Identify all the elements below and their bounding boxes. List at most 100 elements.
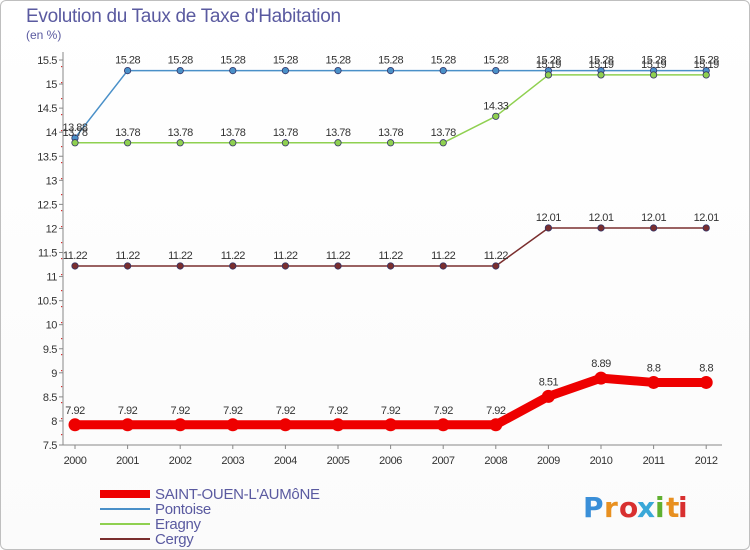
data-label: 15.28 [378, 55, 403, 67]
legend-label: SAINT-OUEN-L'AUMôNE [155, 486, 320, 503]
logo-letter: r [604, 491, 618, 524]
data-label: 13.78 [325, 127, 350, 139]
data-label: 13.78 [431, 127, 456, 139]
data-label: 11.22 [484, 250, 509, 262]
y-axis-dot [61, 242, 63, 244]
x-tick-label: 2002 [169, 455, 192, 467]
data-label: 11.22 [273, 250, 298, 262]
y-axis-dot [61, 402, 63, 404]
data-label: 15.19 [694, 59, 719, 71]
data-label: 12.01 [694, 212, 719, 224]
data-point [281, 66, 289, 75]
data-point [544, 224, 553, 232]
data-point [489, 418, 503, 432]
x-tick-label: 2008 [484, 455, 507, 467]
y-axis-dot [61, 194, 63, 196]
y-tick-label: 9 [51, 368, 57, 380]
data-point [702, 224, 710, 232]
data-point [176, 66, 184, 75]
y-axis-dot [61, 146, 63, 148]
data-point [173, 418, 187, 432]
logo-letter: i [655, 491, 665, 524]
y-axis-dot [61, 178, 63, 180]
data-point [68, 418, 82, 432]
data-label: 13.78 [273, 127, 298, 139]
data-point [281, 139, 289, 147]
data-point [71, 139, 79, 147]
y-tick-label: 12 [46, 223, 58, 235]
data-label: 15.28 [431, 55, 456, 67]
y-axis-dot [61, 66, 63, 68]
data-point [649, 224, 658, 232]
data-label: 12.01 [641, 212, 666, 224]
x-tick-label: 2011 [643, 455, 665, 467]
y-axis-dot [61, 98, 63, 100]
data-point [281, 262, 289, 270]
data-label: 7.92 [65, 405, 85, 417]
data-point [436, 418, 450, 432]
data-label: 15.28 [220, 55, 245, 67]
series-line [70, 373, 711, 430]
data-point [334, 262, 342, 270]
data-label: 13.78 [115, 127, 140, 139]
data-point [124, 66, 132, 75]
y-axis-dot [61, 434, 63, 436]
x-tick-label: 2009 [537, 455, 560, 467]
x-tick-label: 2010 [590, 455, 613, 467]
data-point [492, 66, 500, 75]
data-label: 7.92 [276, 405, 296, 417]
data-label: 7.92 [486, 405, 506, 417]
data-label: 7.92 [433, 405, 453, 417]
data-label: 15.19 [641, 59, 666, 71]
data-label: 11.22 [63, 250, 88, 262]
data-label: 15.19 [588, 59, 613, 71]
y-axis-dot [61, 162, 63, 164]
x-tick-label: 2012 [695, 455, 718, 467]
data-label: 12.01 [588, 212, 613, 224]
data-label: 15.28 [536, 55, 561, 67]
data-point [594, 371, 608, 385]
data-label: 13.78 [378, 127, 403, 139]
data-label: 11.22 [326, 250, 351, 262]
data-label: 13.78 [168, 127, 193, 139]
x-tick-label: 2004 [274, 455, 297, 467]
data-point [492, 262, 500, 270]
data-label: 8.51 [539, 376, 559, 388]
y-tick-label: 11 [46, 272, 57, 284]
data-point [121, 418, 135, 432]
data-label: 13.78 [220, 127, 245, 139]
y-axis-dot [61, 82, 63, 84]
y-axis-dot [61, 386, 63, 388]
data-point [384, 418, 398, 432]
data-label: 11.22 [168, 250, 193, 262]
y-axis-dot [61, 338, 63, 340]
y-tick-label: 13 [46, 175, 58, 187]
data-label: 15.28 [588, 55, 613, 67]
data-point [229, 66, 237, 75]
data-label: 7.92 [223, 405, 243, 417]
y-tick-label: 13.5 [37, 151, 57, 163]
chart-title: Evolution du Taux de Taxe d'Habitation [26, 6, 341, 27]
y-tick-label: 8 [51, 416, 57, 428]
data-point [541, 389, 555, 403]
data-label: 13.78 [62, 127, 87, 139]
data-point [71, 262, 79, 270]
data-label: 7.92 [170, 405, 190, 417]
data-point [386, 139, 395, 147]
data-label: 8.8 [699, 362, 713, 374]
data-point [439, 139, 447, 147]
logo-letter: P [583, 491, 604, 524]
data-point [649, 71, 658, 79]
y-tick-label: 10 [46, 320, 58, 332]
data-label: 15.28 [641, 55, 666, 67]
logo-letter: x [637, 491, 655, 524]
logo-letter: i [678, 491, 688, 524]
y-axis-dot [61, 306, 63, 308]
data-point [229, 139, 237, 147]
logo-letter: o [619, 491, 638, 524]
y-axis-dot [61, 322, 63, 324]
data-point [124, 139, 132, 147]
logo-letter: t [666, 491, 679, 524]
